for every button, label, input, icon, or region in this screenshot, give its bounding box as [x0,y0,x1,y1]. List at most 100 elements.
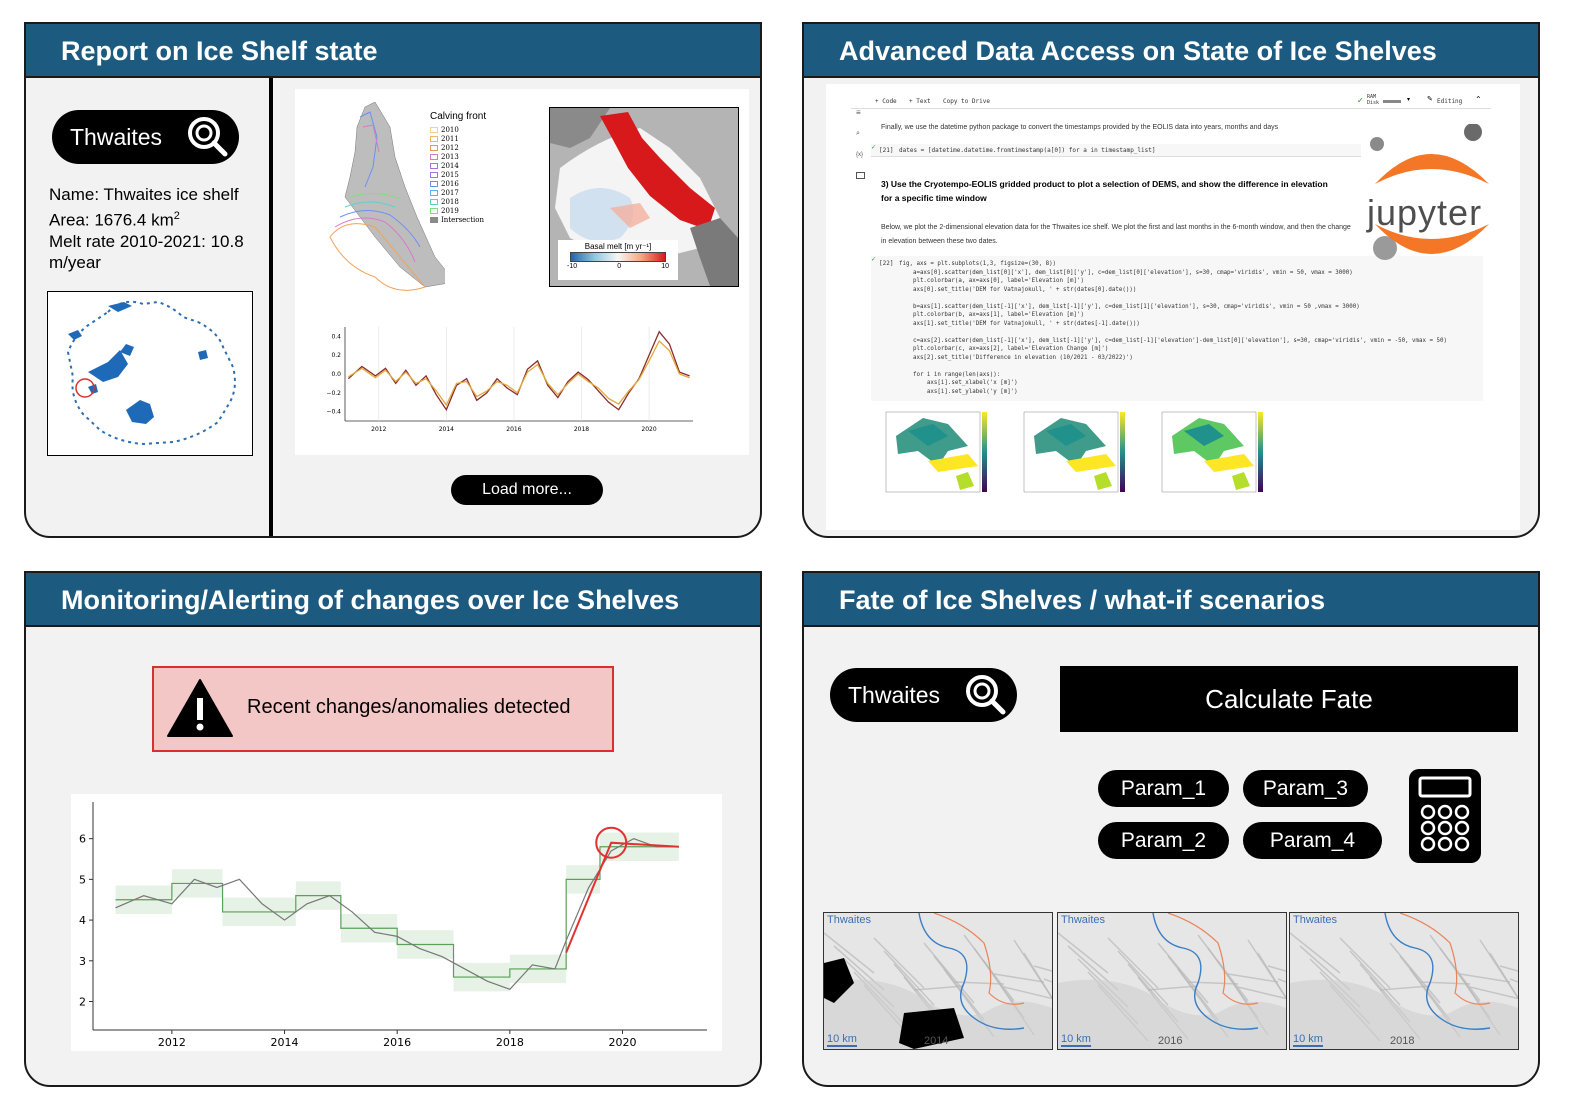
anomaly-alert-box[interactable]: Recent changes/anomalies detected [152,666,614,752]
search-icon[interactable] [185,114,231,160]
report-figures: Calving front 2010 2011 2012 2013 2014 2015 20… [295,89,749,455]
code-line: axs[2].set_title('Difference in elevatio… [899,354,1447,363]
legend-swatch [430,208,438,214]
map-scale-bar: 10 km [1061,1033,1091,1047]
x-tick-label: 2018 [574,426,589,433]
cell-21-prompt: [21] [879,147,893,154]
fate-panel-title: Fate of Ice Shelves / what-if scenarios [804,573,1538,627]
param-1-button[interactable]: Param_1 [1098,770,1229,807]
load-more-button[interactable]: Load more... [451,475,603,505]
calculator-icon[interactable] [1408,768,1482,864]
x-tick-label: 2020 [641,426,656,433]
add-code-button[interactable]: + Code [875,98,897,105]
sidebar-search-icon[interactable]: ⌕ [856,130,860,138]
colorbar-min: -10 [567,263,577,270]
ice-shelf-search[interactable]: Thwaites [52,110,239,164]
legend-intersection: Intersection [430,215,486,224]
resource-bar [1383,100,1401,103]
code-line: axs[1].set_title('DEM for Vatnajokull, '… [899,320,1447,329]
dem-plot-2 [1016,406,1134,506]
melt-anomaly-line-chart: 2012 2014 2016 2018 20200.40.20.0−0.2−0.4 [315,321,715,441]
copy-to-drive-button[interactable]: Copy to Drive [943,98,990,105]
dem-plot-3 [1154,406,1272,506]
code-line [899,294,1447,303]
map-year: 2016 [1158,1035,1182,1047]
cell-22-code[interactable]: fig, axs = plt.subplots(1,3, figsize=(30… [899,260,1447,396]
code-cell-22[interactable]: ✓ [22] fig, axs = plt.subplots(1,3, figs… [871,256,1483,401]
legend-year-2018: 2018 [430,197,486,206]
cell-22-prompt: [22] [879,260,893,267]
disk-label[interactable]: Disk [1367,100,1379,106]
fate-ice-shelf-search[interactable]: Thwaites [830,668,1017,722]
code-line: plt.colorbar(c, ax=axs[2], label='Elevat… [899,345,1447,354]
code-line: for i in range(len(axs)): [899,371,1447,380]
fate-map-1: Thwaites 10 km 2014 [823,912,1053,1050]
info-name: Name: Thwaites ice shelf [49,184,264,206]
param-4-button[interactable]: Param_4 [1243,822,1382,859]
notebook-toolbar: + Code + Text Copy to Drive ✓ RAM Disk ▾… [851,94,1491,109]
x-tick-label: 2018 [496,1036,524,1049]
y-tick-label: 0.0 [331,371,341,378]
code-cell-21[interactable]: ✓ [21] dates = [datetime.datetime.fromti… [871,144,1361,157]
legend-swatch [430,199,438,205]
fate-search-input-value[interactable]: Thwaites [848,682,940,709]
basal-melt-gradient [570,252,666,262]
fate-panel: Fate of Ice Shelves / what-if scenarios … [802,571,1540,1087]
calving-front-map [305,97,445,307]
legend-year-2016: 2016 [430,179,486,188]
map-year: 2018 [1390,1035,1414,1047]
legend-year-2014: 2014 [430,161,486,170]
map-label: Thwaites [827,914,871,926]
section-heading: 3) Use the Cryotempo-EOLIS gridded produ… [881,177,1341,205]
y-tick-label: −0.4 [326,409,341,416]
files-folder-icon[interactable] [856,172,865,179]
x-tick-label: 2012 [158,1036,186,1049]
monitoring-line-chart: 2012 2014 2016 2018 2020 6 5 4 3 2 [71,794,722,1051]
y-tick-label: 5 [79,873,86,886]
antarctica-locator-map [47,291,253,456]
line-series-series-b [348,341,689,405]
code-line: plt.colorbar(b, ax=axs[1], label='Elevat… [899,311,1447,320]
warning-icon [166,678,234,738]
y-tick-label: 2 [79,996,86,1009]
legend-swatch [430,163,438,169]
info-melt-rate-unit: m/year [49,252,264,274]
calculate-fate-button[interactable]: Calculate Fate [1060,666,1518,732]
y-tick-label: 0.2 [331,352,341,359]
panel-divider [269,78,273,538]
legend-year-2017: 2017 [430,188,486,197]
calving-legend-title: Calving front [430,111,486,122]
variables-icon[interactable]: {x} [856,152,863,158]
search-icon[interactable] [963,672,1009,718]
x-tick-label: 2014 [271,1036,299,1049]
add-text-button[interactable]: + Text [909,98,931,105]
collapse-toolbar-icon[interactable]: ⌃ [1475,95,1482,104]
legend-swatch [430,136,438,142]
param-2-button[interactable]: Param_2 [1098,822,1229,859]
basal-melt-colorbar: Basal melt [m yr⁻¹] -10 0 10 [558,240,678,280]
map-label: Thwaites [1293,914,1337,926]
legend-year-2012: 2012 [430,143,486,152]
dem-output-plots [878,406,1278,506]
cell-21-code[interactable]: dates = [datetime.datetime.fromtimestamp… [899,147,1155,154]
jupyter-logo: jupyter [1361,124,1511,274]
param-3-button[interactable]: Param_3 [1243,770,1368,807]
legend-swatch [430,181,438,187]
search-input-value[interactable]: Thwaites [70,124,162,151]
code-line: c=axs[2].scatter(dem_list[-1]['x'], dem_… [899,337,1447,346]
calving-legend-years: 2010 2011 2012 2013 2014 2015 2016 2017 2018 2019 [430,125,486,215]
legend-swatch [430,172,438,178]
uncertainty-band [116,833,679,992]
code-line: axs[i].set_xlabel('x [m]') [899,379,1447,388]
menu-icon[interactable]: ≡ [856,108,861,117]
map-scale-bar: 10 km [827,1033,857,1047]
resource-dropdown-icon[interactable]: ▾ [1407,96,1410,103]
report-panel: Report on Ice Shelf state Thwaites Name:… [24,22,762,538]
colorbar-max: 10 [661,263,669,270]
x-tick-label: 2016 [383,1036,411,1049]
connected-check-icon: ✓ [1357,96,1364,105]
legend-year-2015: 2015 [430,170,486,179]
report-panel-title: Report on Ice Shelf state [26,24,760,78]
editing-mode-button[interactable]: Editing [1437,98,1462,105]
code-line: b=axs[1].scatter(dem_list[-1]['x'], dem_… [899,303,1447,312]
